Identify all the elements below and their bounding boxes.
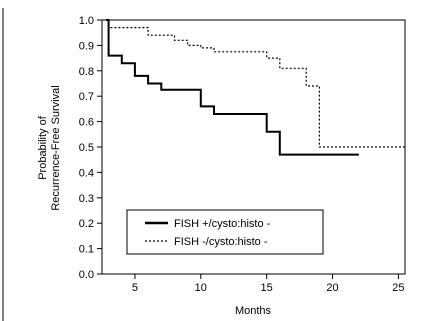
- x-axis-ticks: 5 10 15 20 25: [132, 274, 405, 294]
- x-tick-label: 5: [132, 282, 138, 294]
- y-tick-label: 0.1: [79, 244, 94, 256]
- x-tick-label: 25: [392, 282, 404, 294]
- y-axis-title-line-2: Recurrence-Free Survival: [50, 85, 62, 210]
- legend: FISH +/cysto:histo - FISH -/cysto:histo …: [126, 209, 324, 255]
- series-line-fish-positive: [106, 19, 359, 156]
- y-axis-title: Probability of Recurrence-Free Survival: [37, 85, 62, 210]
- series-line-fish-negative: [106, 19, 405, 148]
- top-margin: [0, 0, 438, 6]
- y-tick-label: 0.9: [79, 40, 94, 52]
- series-layer: [106, 19, 405, 156]
- y-tick-label: 0.8: [79, 66, 94, 78]
- x-tick-label: 20: [326, 282, 338, 294]
- legend-label-fish-positive: FISH +/cysto:histo -: [174, 218, 271, 230]
- y-axis-ticks: 0.0 0.1 0.2 0.3 0.4 0.5 0.6 0.7 0.8 0.9 1.0: [79, 15, 102, 281]
- y-axis-title-line-1: Probability of: [37, 115, 49, 180]
- y-tick-label: 0.4: [79, 167, 94, 179]
- y-tick-label: 0.2: [79, 218, 94, 230]
- y-tick-label: 0.5: [79, 142, 94, 154]
- y-tick-label: 0.0: [79, 269, 94, 281]
- y-tick-label: 0.3: [79, 193, 94, 205]
- x-axis-title: Months: [235, 305, 272, 317]
- y-tick-label: 1.0: [79, 15, 94, 27]
- y-tick-label: 0.7: [79, 91, 94, 103]
- legend-label-fish-negative: FISH -/cysto:histo -: [174, 236, 268, 248]
- y-tick-label: 0.6: [79, 117, 94, 129]
- x-tick-label: 10: [195, 282, 207, 294]
- legend-box: [126, 209, 324, 255]
- x-tick-label: 15: [261, 282, 273, 294]
